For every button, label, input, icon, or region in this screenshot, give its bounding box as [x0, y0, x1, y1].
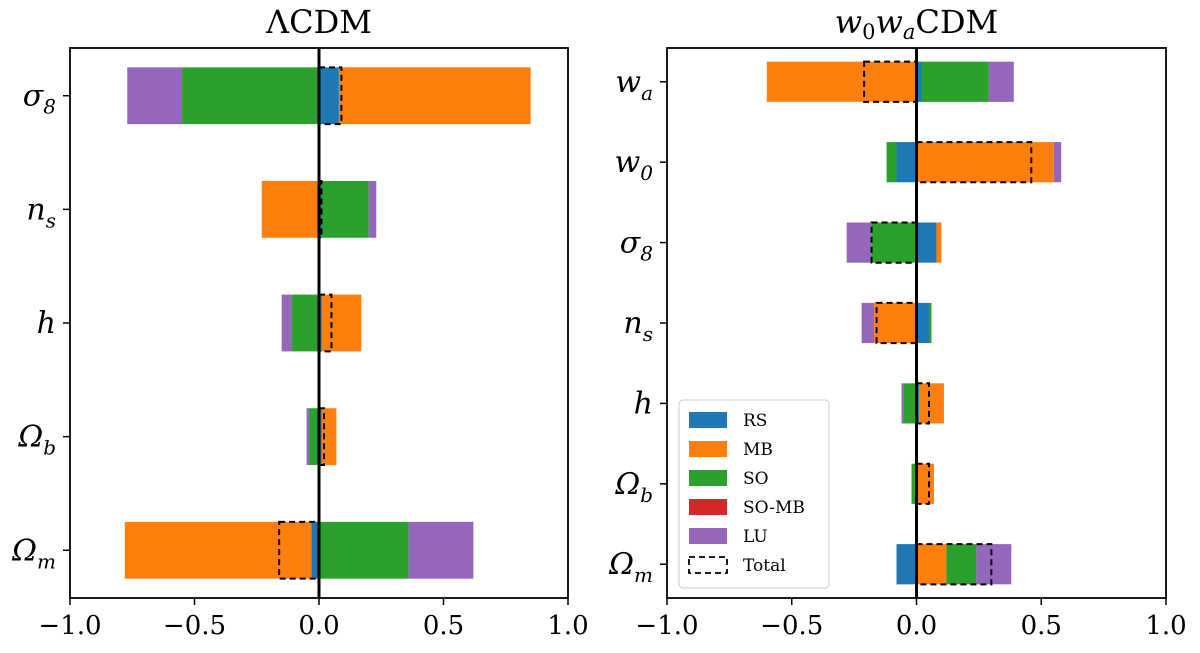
- bar-so-5: [911, 463, 917, 504]
- bar-lu-0: [988, 61, 1014, 102]
- bar-rs-0: [916, 61, 922, 102]
- bar-so-0: [182, 67, 319, 125]
- ytick-label-1: ns: [26, 192, 56, 232]
- ytick-label-0: wa: [615, 65, 653, 105]
- legend-swatch-total: [688, 556, 728, 574]
- xtick-label-0: −1.0: [635, 611, 698, 641]
- ytick-label-6: Ωm: [608, 547, 653, 587]
- bar-total-1: [915, 141, 1033, 184]
- panel-lcdm: ΛCDM σ8 ns h Ωb Ωm −1.0 −0.5 0.0 0.5 1.0: [11, 3, 589, 641]
- bar-so-1: [321, 180, 369, 238]
- bar-mb-0: [766, 61, 917, 102]
- xtick-label-1: −0.5: [163, 611, 226, 641]
- bar-mb-2: [321, 294, 362, 352]
- panel-title: w0waCDM: [835, 3, 999, 44]
- ytick-label-4: h: [634, 386, 653, 421]
- xtick-label-3: 0.5: [1021, 611, 1062, 641]
- bar-so-6: [946, 544, 977, 585]
- bar-lu-2: [281, 294, 292, 352]
- ytick-label-3: ns: [623, 306, 653, 346]
- bar-mb-3: [874, 302, 917, 344]
- bar-total-4: [278, 520, 321, 580]
- legend-label-rs: RS: [743, 411, 767, 431]
- ytick-label-2: σ8: [620, 226, 653, 266]
- bar-rs-4: [311, 521, 319, 579]
- panel-w0wacdm: w0waCDM wa w0 σ8 ns h Ωb Ωm −1.0 −0.5 0.0 0.5 1.0 RS M…: [608, 3, 1187, 641]
- bar-so-4: [319, 521, 409, 579]
- bar-so-1: [886, 142, 897, 183]
- ytick-label-2: h: [37, 306, 56, 341]
- xtick-label-4: 1.0: [547, 611, 588, 641]
- xtick-label-2: 0.0: [298, 611, 339, 641]
- bar-lu-3: [861, 302, 875, 344]
- bar-so-4: [904, 383, 917, 424]
- xtick-label-1: −0.5: [760, 611, 823, 641]
- bar-mb-1: [916, 142, 1054, 183]
- xtick-label-2: 0.0: [896, 611, 937, 641]
- ytick-label-0: σ8: [23, 79, 56, 119]
- bar-mb-1: [261, 180, 319, 238]
- legend-label-total: Total: [743, 556, 786, 576]
- bar-lu-1: [368, 180, 377, 238]
- panel-title: ΛCDM: [265, 3, 372, 41]
- legend-swatch-so-mb: [689, 499, 727, 515]
- legend-swatch-rs: [689, 412, 727, 428]
- bar-so-3: [928, 302, 932, 344]
- bar-mb-0: [338, 67, 531, 125]
- xtick-label-4: 1.0: [1145, 611, 1186, 641]
- legend-label-so: SO: [743, 469, 769, 489]
- legend-label-lu: LU: [743, 527, 768, 547]
- ytick-label-4: Ωm: [11, 533, 56, 573]
- bar-lu-2: [846, 222, 872, 263]
- legend-label-mb: MB: [743, 440, 773, 460]
- legend-swatch-so: [689, 470, 727, 486]
- bar-mb-2: [936, 222, 942, 263]
- xtick-label-3: 0.5: [423, 611, 464, 641]
- legend-label-so-mb: SO-MB: [743, 498, 805, 518]
- bar-so-2: [291, 294, 319, 352]
- bar-lu-6: [976, 544, 1012, 585]
- bar-lu-0: [127, 67, 183, 125]
- bar-lu-4: [901, 383, 905, 424]
- ytick-label-5: Ωb: [614, 467, 653, 507]
- bar-rs-3: [916, 302, 929, 344]
- bar-lu-3: [306, 408, 310, 466]
- bar-so-3: [309, 408, 319, 466]
- xtick-label-0: −1.0: [38, 611, 101, 641]
- bar-rs-0: [319, 67, 339, 125]
- bar-mb-5: [916, 463, 934, 504]
- legend-swatch-mb: [689, 441, 727, 457]
- ytick-label-3: Ωb: [17, 420, 56, 460]
- bar-lu-1: [1053, 142, 1062, 183]
- bar-rs-2: [916, 222, 937, 263]
- bar-mb-4: [124, 521, 312, 579]
- ytick-label-1: w0: [615, 145, 654, 185]
- bar-so-0: [921, 61, 989, 102]
- bar-mb-3: [321, 408, 337, 466]
- bar-rs-1: [896, 142, 917, 183]
- bar-lu-4: [408, 521, 474, 579]
- bar-mb-4: [918, 383, 944, 424]
- legend-swatch-lu: [689, 528, 727, 544]
- legend: RS MB SO SO-MB LU Total: [678, 399, 830, 589]
- bar-so-2: [871, 222, 917, 263]
- bar-rs-6: [896, 544, 917, 585]
- bar-mb-6: [916, 544, 947, 585]
